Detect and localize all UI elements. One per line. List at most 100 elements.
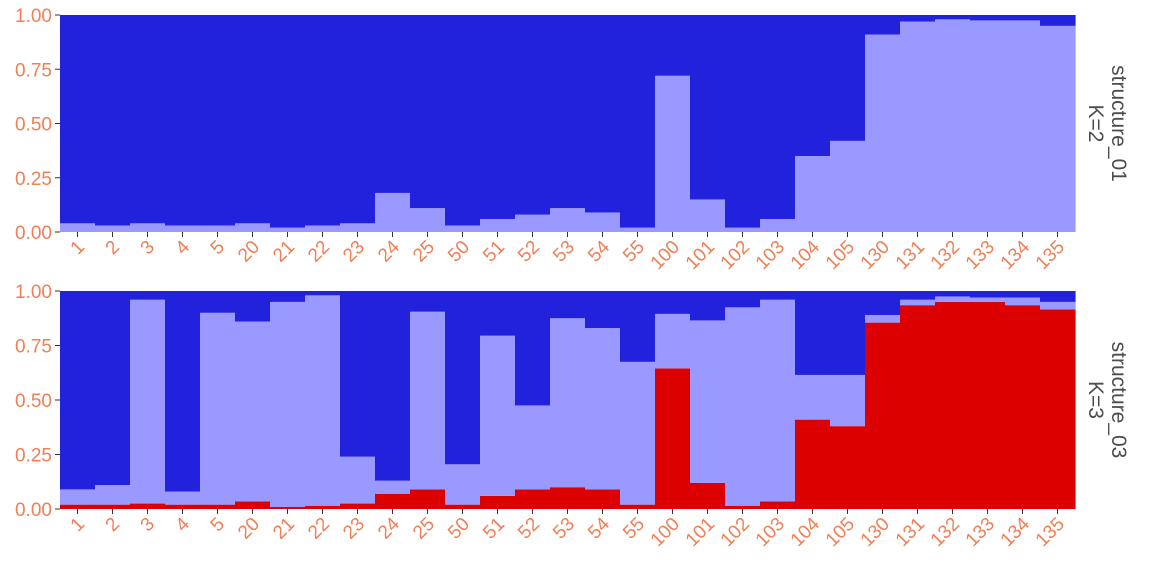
x-tick-label: 50 xyxy=(444,237,474,267)
y-tick-label: 1.00 xyxy=(15,6,52,27)
x-tick-label: 134 xyxy=(997,236,1035,274)
x-tick-label: 55 xyxy=(619,237,649,267)
x-tick-label: 101 xyxy=(682,237,719,274)
bar-segment xyxy=(305,225,341,232)
x-tick-label: 54 xyxy=(584,236,614,266)
bar-segment xyxy=(95,291,131,486)
bar-segment xyxy=(725,227,761,232)
bar-segment xyxy=(445,225,481,232)
bar-segment xyxy=(445,464,481,505)
bar-segment xyxy=(445,291,481,465)
facet-label-k: K=3 xyxy=(1084,381,1107,419)
bar-segment xyxy=(375,15,411,193)
bar-segment xyxy=(795,156,831,232)
bar-segment xyxy=(60,504,96,509)
bar-segment xyxy=(165,491,201,505)
bar-segment xyxy=(585,15,621,213)
bar-segment xyxy=(620,361,656,505)
bar-segment xyxy=(760,15,796,219)
x-tick-label: 102 xyxy=(717,237,754,274)
bar-segment xyxy=(445,15,481,226)
x-tick-label: 133 xyxy=(962,514,999,551)
bar-segment xyxy=(795,419,831,509)
x-tick-label: 3 xyxy=(137,237,159,259)
bar-segment xyxy=(480,495,516,509)
bar-segment xyxy=(515,405,551,490)
x-tick-label: 20 xyxy=(234,237,264,267)
x-tick-label: 54 xyxy=(584,513,614,543)
bar-segment xyxy=(655,313,691,369)
x-tick-label: 24 xyxy=(374,236,404,266)
x-tick-label: 51 xyxy=(479,514,509,544)
bar-segment xyxy=(690,15,726,200)
bar-segment xyxy=(585,328,621,490)
x-tick-label: 22 xyxy=(304,514,334,544)
bar-segment xyxy=(550,291,586,319)
y-tick-label: 0.00 xyxy=(15,223,52,244)
bar-segment xyxy=(725,15,761,228)
x-tick-label: 24 xyxy=(374,513,404,543)
x-tick-label: 21 xyxy=(269,237,299,267)
bar-segment xyxy=(1040,291,1076,302)
x-tick-label: 2 xyxy=(102,514,124,536)
x-tick-label: 132 xyxy=(927,237,964,274)
bar-segment xyxy=(235,321,271,502)
bar-segment xyxy=(1005,297,1041,306)
bar-segment xyxy=(550,208,586,232)
bar-segment xyxy=(830,140,866,232)
bar-segment xyxy=(900,305,936,509)
bar-segment xyxy=(900,15,936,22)
bar-segment xyxy=(165,15,201,226)
x-tick-label: 103 xyxy=(752,514,789,551)
bar-segment xyxy=(60,15,96,224)
x-tick-label: 1 xyxy=(67,237,89,259)
bar-segment xyxy=(1040,25,1076,232)
bar-segment xyxy=(200,312,236,505)
bar-segment xyxy=(1005,291,1041,298)
x-tick-label: 55 xyxy=(619,514,649,544)
bar-segment xyxy=(235,291,271,322)
bar-segment xyxy=(865,15,901,35)
bar-segment xyxy=(865,34,901,232)
x-tick-label: 23 xyxy=(339,514,369,544)
x-tick-label: 20 xyxy=(234,514,264,544)
bar-segment xyxy=(970,301,1006,509)
x-tick-label: 130 xyxy=(857,237,894,274)
facet-label-name: structure_03 xyxy=(1107,342,1130,459)
bar-segment xyxy=(655,368,691,509)
x-tick-label: 103 xyxy=(752,237,789,274)
bar-segment xyxy=(95,15,131,226)
bar-segment xyxy=(410,311,446,490)
bar-segment xyxy=(480,291,516,336)
bar-segment xyxy=(515,214,551,232)
bar-segment xyxy=(550,15,586,209)
x-tick-label: 135 xyxy=(1032,237,1069,274)
x-tick-label: 53 xyxy=(549,514,579,544)
bar-segment xyxy=(725,307,761,506)
x-tick-label: 22 xyxy=(304,237,334,267)
x-tick-label: 101 xyxy=(682,514,719,551)
y-tick-label: 0.75 xyxy=(15,337,52,358)
bar-segment xyxy=(655,15,691,76)
x-tick-label: 105 xyxy=(822,514,859,551)
x-tick-label: 4 xyxy=(172,236,195,259)
bar-segment xyxy=(585,212,621,232)
bar-segment xyxy=(375,291,411,481)
bar-segment xyxy=(270,15,306,228)
bar-segment xyxy=(935,291,971,297)
bar-segment xyxy=(760,218,796,232)
bar-segment xyxy=(725,291,761,308)
bar-segment xyxy=(935,15,971,20)
bar-segment xyxy=(200,15,236,226)
x-tick-label: 5 xyxy=(207,237,229,259)
bar-segment xyxy=(340,223,376,232)
bar-segment xyxy=(410,489,446,509)
x-tick-label: 132 xyxy=(927,514,964,551)
bar-segment xyxy=(340,291,376,457)
bar-segment xyxy=(725,505,761,509)
bar-segment xyxy=(935,301,971,509)
bar-segment xyxy=(760,291,796,300)
bar-segment xyxy=(410,208,446,232)
bar-segment xyxy=(165,225,201,232)
